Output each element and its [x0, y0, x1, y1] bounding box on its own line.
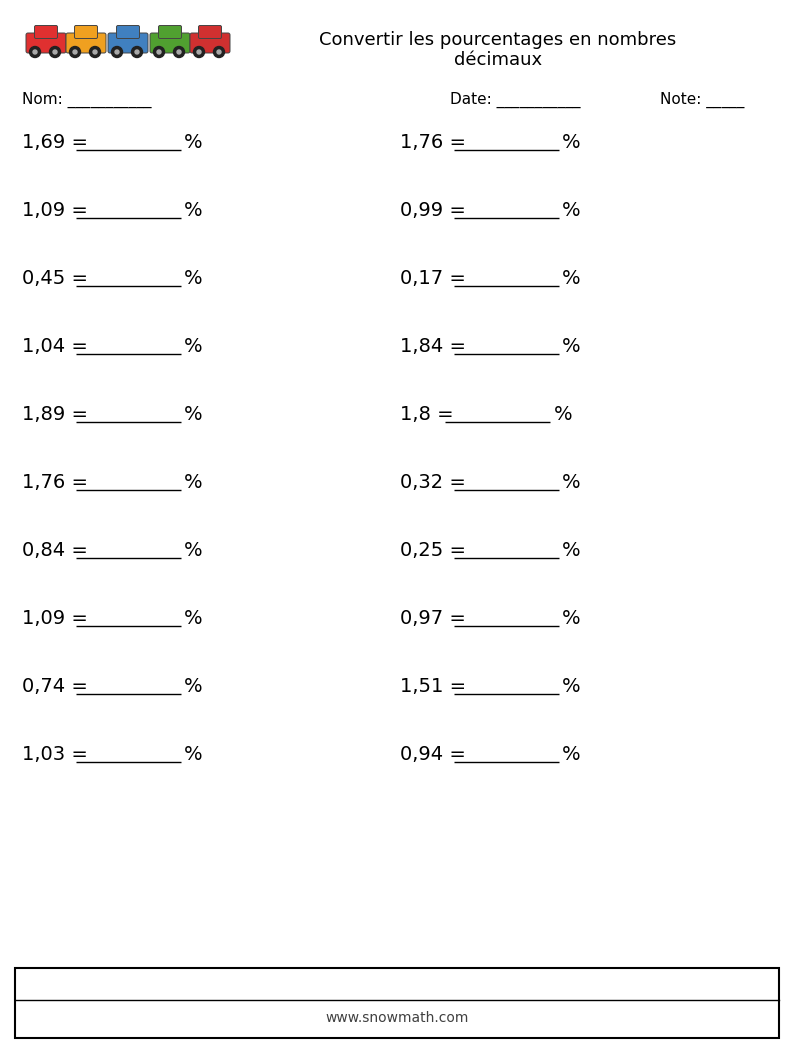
FancyBboxPatch shape — [190, 33, 230, 53]
Text: 1,09 =: 1,09 = — [22, 609, 88, 628]
Circle shape — [90, 46, 101, 58]
Text: %: % — [184, 609, 202, 628]
Text: 1,76 =: 1,76 = — [22, 473, 88, 492]
Text: Convertir les pourcentages en nombres
décimaux: Convertir les pourcentages en nombres dé… — [319, 31, 676, 69]
Circle shape — [132, 46, 142, 58]
Text: 0,94 =: 0,94 = — [400, 744, 466, 763]
Text: 1,51 =: 1,51 = — [400, 676, 466, 695]
Circle shape — [33, 49, 37, 54]
FancyBboxPatch shape — [117, 25, 140, 39]
Circle shape — [135, 49, 139, 54]
Text: %: % — [562, 676, 580, 695]
Circle shape — [29, 46, 40, 58]
Text: 1,84 =: 1,84 = — [400, 337, 466, 356]
Circle shape — [194, 46, 205, 58]
FancyBboxPatch shape — [150, 33, 190, 53]
Circle shape — [174, 46, 184, 58]
Text: %: % — [562, 269, 580, 287]
Circle shape — [111, 46, 122, 58]
Text: 0,74 =: 0,74 = — [22, 676, 88, 695]
Text: 1,09 =: 1,09 = — [22, 200, 88, 219]
Circle shape — [197, 49, 201, 54]
Text: %: % — [184, 200, 202, 219]
Text: www.snowmath.com: www.snowmath.com — [326, 1011, 468, 1025]
Text: %: % — [184, 133, 202, 152]
FancyBboxPatch shape — [66, 33, 106, 53]
Text: 1,89 =: 1,89 = — [22, 404, 88, 423]
Text: Nom: ___________: Nom: ___________ — [22, 92, 152, 108]
Circle shape — [214, 46, 225, 58]
Text: %: % — [184, 744, 202, 763]
Text: Note: _____: Note: _____ — [660, 92, 745, 108]
Text: 0,84 =: 0,84 = — [22, 540, 88, 559]
Text: 1,8 =: 1,8 = — [400, 404, 453, 423]
Circle shape — [217, 49, 221, 54]
Circle shape — [93, 49, 97, 54]
Text: %: % — [184, 540, 202, 559]
Bar — [15, 968, 779, 1038]
Text: %: % — [184, 676, 202, 695]
Text: 0,25 =: 0,25 = — [400, 540, 466, 559]
FancyBboxPatch shape — [108, 33, 148, 53]
Text: 0,17 =: 0,17 = — [400, 269, 466, 287]
FancyBboxPatch shape — [34, 25, 57, 39]
Circle shape — [53, 49, 57, 54]
Text: %: % — [184, 269, 202, 287]
Text: %: % — [562, 473, 580, 492]
Text: 0,97 =: 0,97 = — [400, 609, 466, 628]
Circle shape — [115, 49, 119, 54]
FancyBboxPatch shape — [159, 25, 182, 39]
Text: %: % — [184, 404, 202, 423]
Text: 0,45 =: 0,45 = — [22, 269, 88, 287]
Text: %: % — [562, 133, 580, 152]
Text: %: % — [184, 337, 202, 356]
Text: 0,32 =: 0,32 = — [400, 473, 466, 492]
Text: %: % — [562, 540, 580, 559]
Text: %: % — [562, 609, 580, 628]
Circle shape — [49, 46, 60, 58]
Text: 1,76 =: 1,76 = — [400, 133, 466, 152]
Text: %: % — [562, 200, 580, 219]
Text: 1,69 =: 1,69 = — [22, 133, 88, 152]
FancyBboxPatch shape — [26, 33, 66, 53]
Text: Date: ___________: Date: ___________ — [450, 92, 580, 108]
FancyBboxPatch shape — [75, 25, 98, 39]
Text: %: % — [562, 744, 580, 763]
Text: %: % — [553, 404, 572, 423]
Text: %: % — [562, 337, 580, 356]
Text: 1,04 =: 1,04 = — [22, 337, 88, 356]
Circle shape — [70, 46, 80, 58]
Circle shape — [73, 49, 77, 54]
Text: %: % — [184, 473, 202, 492]
Circle shape — [157, 49, 161, 54]
Circle shape — [177, 49, 181, 54]
Text: 0,99 =: 0,99 = — [400, 200, 466, 219]
FancyBboxPatch shape — [198, 25, 222, 39]
Circle shape — [153, 46, 164, 58]
Text: 1,03 =: 1,03 = — [22, 744, 88, 763]
